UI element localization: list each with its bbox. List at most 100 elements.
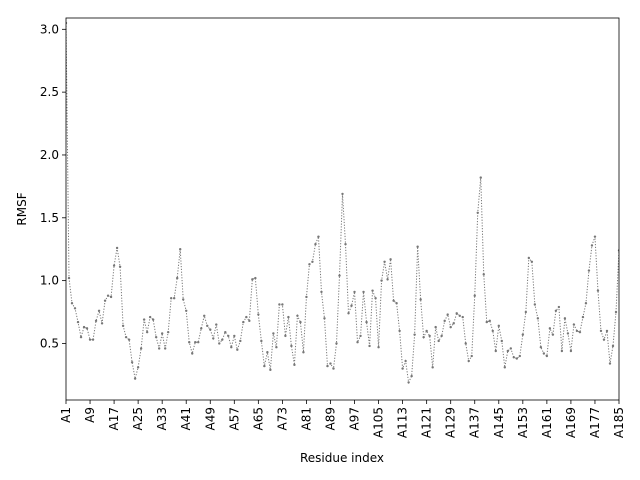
point [521, 333, 525, 336]
point [362, 290, 365, 294]
point [368, 344, 371, 348]
point [266, 351, 269, 354]
point [317, 235, 320, 238]
point [482, 273, 485, 276]
point [185, 309, 188, 312]
point [305, 295, 308, 299]
point [79, 335, 83, 339]
point [533, 303, 537, 306]
point [500, 339, 503, 343]
point [434, 325, 437, 329]
point [479, 176, 482, 179]
point [287, 315, 290, 319]
point [359, 334, 362, 338]
x-tick-label: A153 [516, 407, 530, 438]
point [188, 340, 191, 344]
x-tick-label: A57 [227, 407, 241, 430]
point [224, 330, 227, 334]
point [587, 269, 591, 272]
point [209, 328, 212, 331]
point [437, 339, 440, 343]
point [512, 356, 516, 359]
plot [66, 21, 619, 385]
point [380, 279, 383, 282]
point [344, 242, 347, 246]
point [593, 235, 597, 238]
point [458, 314, 461, 318]
point [329, 362, 332, 365]
point [242, 320, 245, 324]
point [227, 334, 230, 338]
point [82, 325, 86, 329]
point [115, 246, 119, 250]
point [581, 315, 585, 319]
point [614, 310, 618, 314]
point [221, 338, 224, 341]
point [248, 319, 251, 323]
point [275, 346, 278, 349]
point [112, 264, 116, 267]
point [157, 347, 161, 350]
point [293, 363, 296, 367]
x-tick-label: A97 [348, 407, 362, 430]
x-tick-label: A121 [420, 407, 434, 438]
point [218, 342, 221, 345]
point [350, 304, 353, 307]
point [272, 332, 275, 335]
point [260, 339, 263, 343]
point [203, 314, 206, 318]
point [542, 352, 546, 355]
point [386, 278, 389, 281]
point [557, 305, 561, 309]
point [230, 346, 233, 349]
point [446, 313, 449, 316]
point [127, 338, 131, 341]
point [578, 330, 582, 334]
point [215, 323, 218, 326]
point [449, 325, 452, 329]
point [311, 260, 314, 263]
point [179, 248, 182, 251]
y-tick-label: 2.0 [40, 148, 59, 162]
point [299, 320, 302, 324]
point [73, 307, 77, 310]
point [422, 335, 425, 339]
point [85, 327, 89, 330]
point [494, 349, 497, 353]
point [554, 309, 558, 312]
point [239, 339, 242, 343]
point [326, 364, 329, 368]
point [464, 342, 467, 345]
point [524, 310, 528, 314]
point [191, 352, 194, 355]
x-axis-label: Residue index [300, 451, 384, 465]
point [428, 334, 431, 338]
point [166, 330, 170, 334]
point [160, 332, 164, 335]
axes-frame [65, 17, 620, 401]
x-tick-label: A169 [564, 407, 578, 438]
point [509, 347, 513, 350]
point [163, 347, 167, 350]
point [121, 324, 125, 328]
point [455, 312, 458, 315]
point [584, 302, 588, 305]
point [145, 330, 149, 334]
point [404, 359, 407, 363]
point [476, 211, 479, 214]
point [548, 327, 552, 330]
point [356, 340, 359, 344]
point [527, 256, 531, 260]
point [611, 344, 615, 348]
point [176, 276, 179, 280]
point [491, 329, 494, 333]
x-tick-label: A49 [203, 407, 217, 430]
point [263, 364, 266, 368]
point [130, 361, 134, 364]
point [254, 276, 257, 280]
point [473, 294, 476, 297]
point [296, 314, 299, 318]
point [338, 274, 341, 277]
point [608, 362, 612, 365]
point [245, 315, 248, 319]
